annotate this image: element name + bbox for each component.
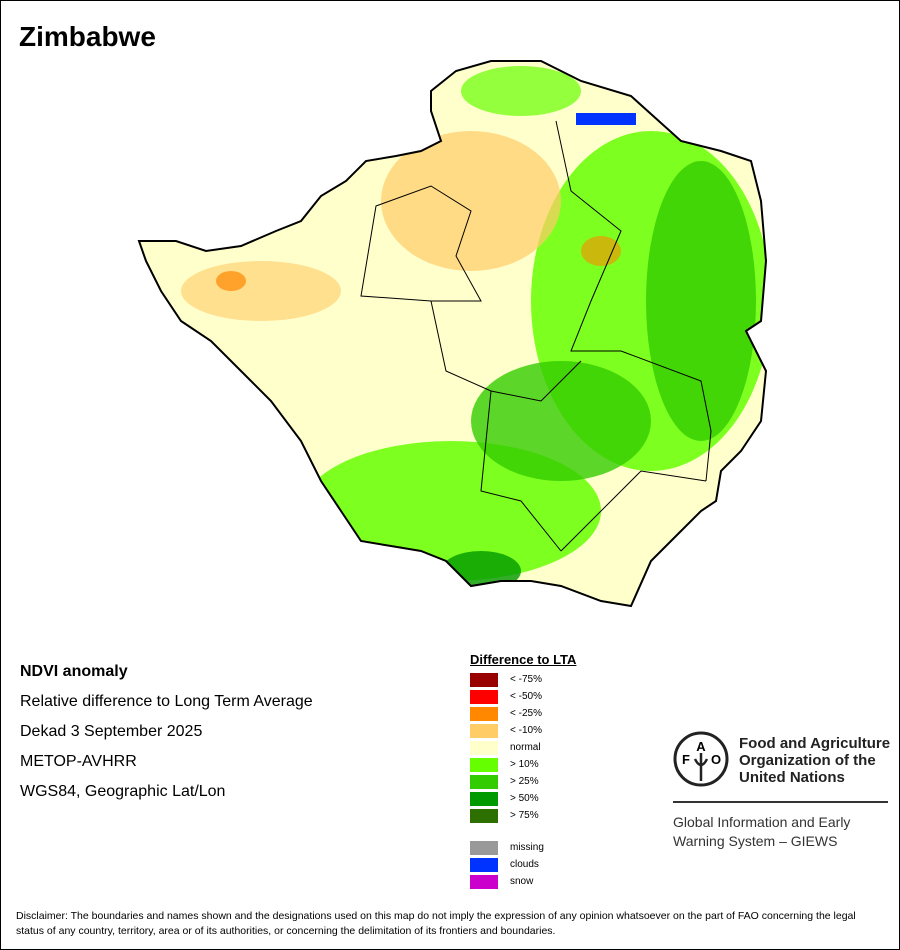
legend-swatch: [470, 857, 498, 872]
legend-item: > 10%: [470, 756, 576, 773]
legend-item: > 25%: [470, 773, 576, 790]
legend-label: < -25%: [510, 708, 542, 719]
legend-swatch: [470, 791, 498, 806]
fao-name: Food and Agriculture Organization of the…: [739, 735, 891, 786]
legend-item: < -25%: [470, 705, 576, 722]
legend-label: < -75%: [510, 674, 542, 685]
legend-swatch: [470, 774, 498, 789]
legend-swatch: [470, 706, 498, 721]
legend-label: > 10%: [510, 759, 539, 770]
legend-swatch: [470, 757, 498, 772]
svg-text:O: O: [711, 752, 721, 767]
legend-label: > 75%: [510, 810, 539, 821]
legend-swatch: [470, 808, 498, 823]
map-title: Zimbabwe: [19, 21, 156, 52]
legend-swatch: [470, 874, 498, 889]
info-line: Dekad 3 September 2025: [20, 723, 203, 740]
legend-item: < -50%: [470, 688, 576, 705]
legend-swatch: [470, 689, 498, 704]
ndvi-anomaly-map: [138, 60, 767, 607]
legend-item: < -75%: [470, 671, 576, 688]
legend-item: normal: [470, 739, 576, 756]
province-boundaries: [360, 120, 712, 552]
legend-swatch: [470, 740, 498, 755]
legend-label: > 50%: [510, 793, 539, 804]
giews-name: Global Information and Early Warning Sys…: [673, 814, 851, 849]
legend-item: > 50%: [470, 790, 576, 807]
legend-item: > 75%: [470, 807, 576, 824]
legend-item: missing: [470, 839, 576, 856]
legend-item: < -10%: [470, 722, 576, 739]
info-heading: NDVI anomaly: [20, 663, 128, 680]
map-info: NDVI anomaly Relative difference to Long…: [20, 657, 313, 807]
info-line: METOP-AVHRR: [20, 753, 137, 770]
legend-label: > 25%: [510, 776, 539, 787]
legend-label: clouds: [510, 859, 539, 870]
disclaimer: Disclaimer: The boundaries and names sho…: [16, 910, 856, 937]
svg-text:F: F: [682, 752, 690, 767]
legend-item: snow: [470, 873, 576, 890]
info-line: Relative difference to Long Term Average: [20, 693, 313, 710]
info-line: WGS84, Geographic Lat/Lon: [20, 783, 226, 800]
legend-swatch: [470, 840, 498, 855]
legend-label: missing: [510, 842, 544, 853]
fao-logo-icon: A F O: [673, 731, 729, 787]
legend-label: < -50%: [510, 691, 542, 702]
legend-swatch: [470, 723, 498, 738]
svg-text:A: A: [696, 739, 706, 754]
legend-label: normal: [510, 742, 541, 753]
legend-swatch: [470, 672, 498, 687]
fao-logo-block: A F O Food and Agriculture Organization …: [673, 731, 890, 849]
legend-item: clouds: [470, 856, 576, 873]
legend-title: Difference to LTA: [470, 652, 577, 667]
legend: Difference to LTA < -75% < -50% < -25% < -1…: [470, 652, 576, 890]
legend-label: snow: [510, 876, 534, 887]
divider: [673, 801, 888, 803]
ndvi-raster: [139, 61, 766, 606]
legend-label: < -10%: [510, 725, 542, 736]
